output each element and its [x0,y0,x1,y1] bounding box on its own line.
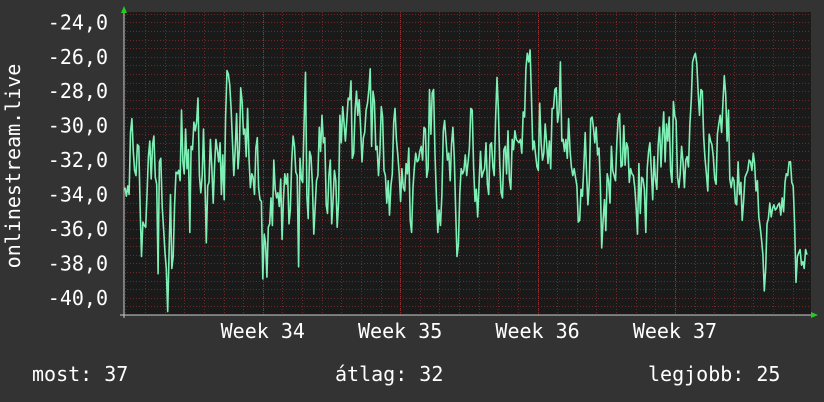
x-tick-label: Week 34 [221,319,305,343]
y-tick-label: -36,0 [48,217,108,241]
y-axis-arrow-icon [121,6,127,13]
y-tick-label: -32,0 [48,148,108,172]
stat-best: legjobb: 25 [648,362,781,386]
y-tick-label: -30,0 [48,114,108,138]
series-line [124,49,808,313]
y-tick-label: -34,0 [48,182,108,206]
x-tick-labels: Week 34 Week 35 Week 36 Week 37 [221,319,717,343]
x-axis-arrow-icon [811,312,818,318]
x-tick-label: Week 36 [495,319,579,343]
x-tick-label: Week 37 [633,319,717,343]
y-tick-label: -26,0 [48,45,108,69]
y-axis-label: onlinestream.live [1,64,25,269]
y-tick-label: -40,0 [48,286,108,310]
y-tick-label: -28,0 [48,79,108,103]
y-tick-label: -38,0 [48,251,108,275]
x-tick-label: Week 35 [358,319,442,343]
y-tick-label: -24,0 [48,10,108,34]
y-tick-labels: -24,0 -26,0 -28,0 -30,0 -32,0 -34,0 -36,0 -38,0… [48,10,108,309]
stat-average: átlag: 32 [335,362,444,386]
stat-last: most: 37 [32,362,129,386]
